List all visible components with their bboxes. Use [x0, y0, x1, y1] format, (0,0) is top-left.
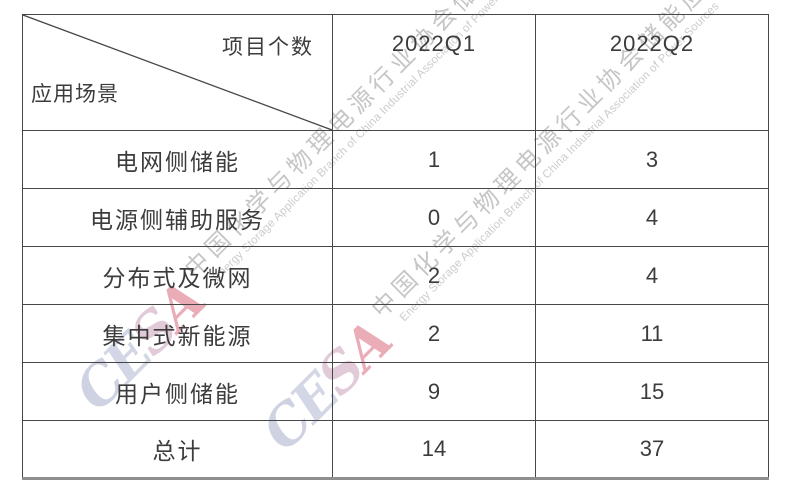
- table-row-total: 总计 14 37: [22, 420, 769, 479]
- row-label-cell: 总计: [22, 420, 333, 479]
- corner-label-project-count: 项目个数: [222, 36, 314, 59]
- row-label-cell: 集中式新能源: [22, 304, 333, 363]
- projects-table: 项目个数 应用场景 2022Q1 2022Q2 电网侧储能 1 3 电源侧辅助服…: [22, 14, 769, 480]
- column-header-2022q1: 2022Q1: [332, 14, 536, 131]
- q1-value-cell: 14: [332, 420, 536, 479]
- row-label-cell: 用户侧储能: [22, 362, 333, 421]
- table-row: 用户侧储能 9 15: [22, 362, 769, 421]
- q1-value-cell: 9: [332, 362, 536, 421]
- header-corner-cell: 项目个数 应用场景: [22, 14, 333, 131]
- row-label-cell: 电源侧辅助服务: [22, 188, 333, 247]
- row-label-cell: 分布式及微网: [22, 246, 333, 305]
- column-header-2022q2: 2022Q2: [535, 14, 769, 131]
- diagonal-divider-line: [23, 15, 332, 130]
- q2-value-cell: 3: [535, 130, 769, 189]
- q2-value-cell: 4: [535, 246, 769, 305]
- table-row: 电网侧储能 1 3: [22, 130, 769, 189]
- table-row: 分布式及微网 2 4: [22, 246, 769, 305]
- q2-value-cell: 37: [535, 420, 769, 479]
- q1-value-cell: 1: [332, 130, 536, 189]
- row-label-cell: 电网侧储能: [22, 130, 333, 189]
- q1-value-cell: 2: [332, 246, 536, 305]
- table-header-row: 项目个数 应用场景 2022Q1 2022Q2: [22, 14, 769, 131]
- q2-value-cell: 11: [535, 304, 769, 363]
- table-row: 电源侧辅助服务 0 4: [22, 188, 769, 247]
- q2-value-cell: 4: [535, 188, 769, 247]
- table-row: 集中式新能源 2 11: [22, 304, 769, 363]
- q1-value-cell: 0: [332, 188, 536, 247]
- q1-value-cell: 2: [332, 304, 536, 363]
- q2-value-cell: 15: [535, 362, 769, 421]
- corner-label-application-scenario: 应用场景: [31, 83, 119, 106]
